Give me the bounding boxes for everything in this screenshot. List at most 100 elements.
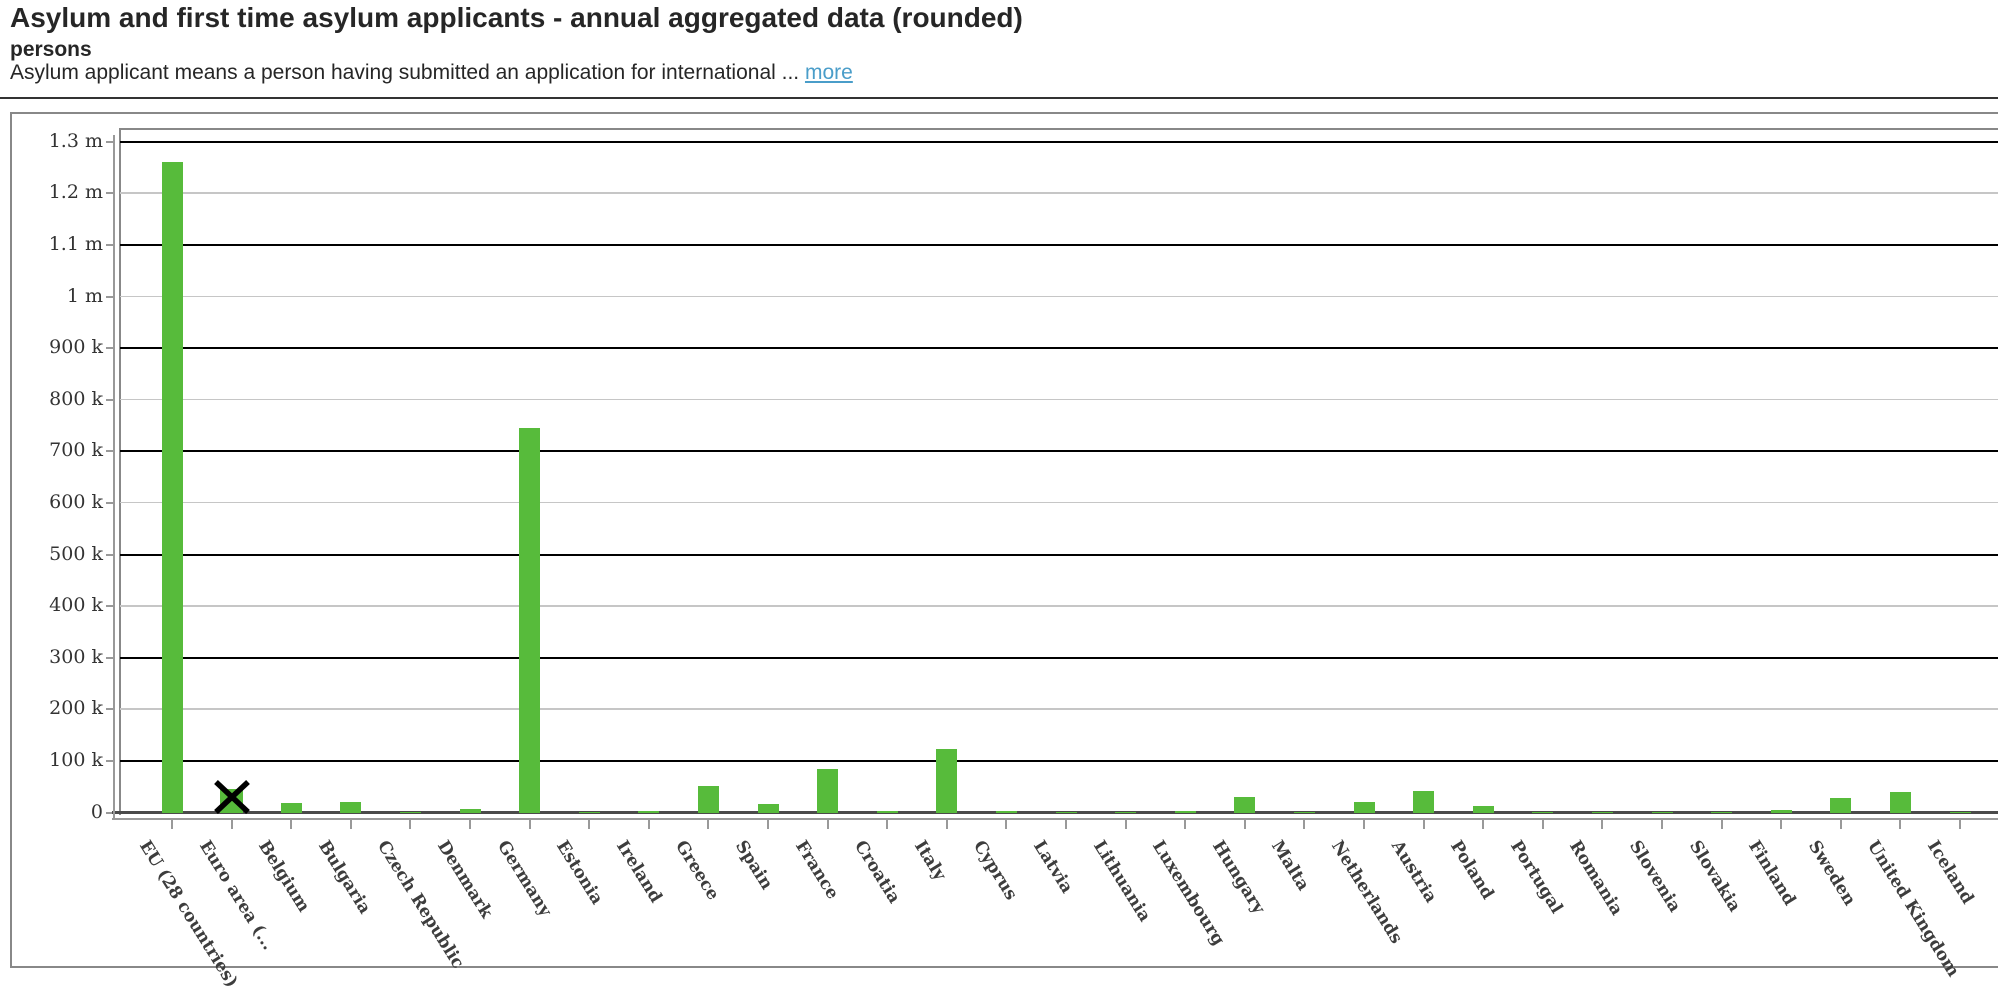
bar-luxembourg[interactable] — [1174, 811, 1196, 813]
x-axis-label-greece: Greece — [671, 837, 724, 904]
x-axis-tick — [707, 820, 710, 829]
bar-latvia[interactable] — [1055, 812, 1077, 813]
bar-malta[interactable] — [1293, 811, 1315, 813]
x-axis-label-cyprus: Cyprus — [969, 837, 1022, 904]
x-axis-tick — [826, 820, 829, 829]
gridline — [120, 605, 1998, 607]
x-axis-tick — [647, 820, 650, 829]
x-axis-tick — [588, 820, 591, 829]
more-link[interactable]: more — [804, 61, 853, 84]
gridline — [120, 708, 1998, 710]
gridline — [120, 243, 1998, 246]
x-axis-label-slovenia: Slovenia — [1625, 837, 1685, 916]
x-axis-tick — [528, 820, 531, 829]
bar-greece[interactable] — [697, 786, 719, 813]
y-axis-label: 1.2 m — [48, 181, 103, 204]
x-axis-tick — [171, 820, 173, 829]
y-axis-label: 900 k — [49, 336, 103, 359]
x-axis-tick — [1065, 820, 1067, 829]
x-axis-label-france: France — [790, 837, 843, 903]
bar-denmark[interactable] — [459, 809, 481, 813]
x-axis-tick — [1303, 820, 1306, 829]
y-axis-label: 500 k — [49, 542, 103, 565]
y-axis-label: 700 k — [49, 439, 103, 462]
gridline — [120, 656, 1998, 659]
bar-iceland[interactable] — [1949, 811, 1971, 813]
y-axis-tick — [106, 811, 114, 814]
bar-austria[interactable] — [1413, 790, 1435, 813]
y-axis-tick — [106, 605, 114, 608]
bar-france[interactable] — [817, 769, 839, 813]
x-axis-label-latvia: Latvia — [1029, 837, 1077, 897]
x-axis-tick — [767, 820, 769, 829]
x-axis-label-malta: Malta — [1267, 837, 1314, 895]
x-axis-tick — [230, 820, 233, 829]
bar-belgium[interactable] — [280, 803, 302, 813]
x-axis-label-hungary: Hungary — [1207, 837, 1269, 918]
y-axis-tick — [106, 708, 114, 711]
bar-finland[interactable] — [1770, 809, 1792, 813]
x-axis-label-ireland: Ireland — [611, 837, 666, 907]
y-axis-tick — [106, 501, 114, 504]
bar-germany[interactable] — [519, 428, 541, 813]
y-axis-label: 200 k — [49, 697, 103, 720]
bar-hungary[interactable] — [1234, 797, 1256, 813]
x-axis-label-finland: Finland — [1744, 837, 1800, 910]
x-axis-label-germany: Germany — [492, 837, 555, 921]
x-axis-tick — [1184, 820, 1187, 829]
bar-czech-republic[interactable] — [399, 811, 421, 813]
x-axis-label-estonia: Estonia — [552, 837, 608, 909]
page-subtitle-persons: persons — [10, 38, 92, 61]
x-axis-tick — [349, 820, 352, 829]
y-axis-label: 800 k — [49, 387, 103, 410]
bar-croatia[interactable] — [876, 811, 898, 813]
x-axis-tick — [1899, 820, 1902, 829]
bar-spain[interactable] — [757, 804, 779, 813]
gridline — [120, 501, 1998, 504]
x-axis-label-slovakia: Slovakia — [1684, 837, 1745, 916]
x-axis-tick — [1780, 820, 1783, 829]
bar-bulgaria[interactable] — [340, 802, 362, 813]
y-axis-tick — [106, 450, 114, 453]
bar-netherlands[interactable] — [1353, 801, 1375, 813]
y-axis-tick — [106, 140, 114, 143]
x-axis-tick — [1601, 820, 1604, 829]
bar-italy[interactable] — [936, 749, 958, 813]
y-axis-ruler — [113, 135, 115, 819]
bar-ireland[interactable] — [638, 811, 660, 813]
description-line: Asylum applicant means a person having s… — [10, 61, 853, 85]
x-axis-label-sweden: Sweden — [1803, 837, 1860, 910]
x-axis-label-spain: Spain — [731, 837, 777, 894]
x-axis-line — [112, 811, 1998, 814]
bar-estonia[interactable] — [578, 812, 600, 813]
x-axis-tick — [945, 820, 948, 829]
y-axis-label: 1 m — [66, 284, 103, 307]
bar-lithuania[interactable] — [1115, 812, 1137, 813]
bar-cyprus[interactable] — [995, 810, 1017, 813]
x-axis-label-denmark: Denmark — [433, 837, 497, 922]
x-axis-tick — [1839, 820, 1842, 829]
bar-portugal[interactable] — [1532, 811, 1554, 813]
x-axis-tick — [469, 820, 471, 829]
gridline — [120, 553, 1998, 556]
gridline — [120, 450, 1998, 453]
y-axis-tick — [106, 553, 114, 556]
x-axis-label-belgium: Belgium — [254, 837, 314, 916]
bar-sweden[interactable] — [1830, 797, 1852, 813]
x-axis-label-poland: Poland — [1446, 837, 1498, 904]
gridline — [120, 140, 1998, 143]
bar-united-kingdom[interactable] — [1889, 792, 1911, 813]
x-axis-label-portugal: Portugal — [1505, 837, 1567, 918]
bar-romania[interactable] — [1591, 811, 1613, 813]
x-axis-tick — [1541, 820, 1544, 829]
x-axis-tick — [1005, 820, 1008, 829]
description-text: Asylum applicant means a person having s… — [10, 61, 805, 84]
bar-poland[interactable] — [1472, 806, 1494, 813]
gridline — [120, 398, 1998, 401]
bar-eu-28-countries[interactable] — [161, 162, 183, 813]
bar-slovenia[interactable] — [1651, 811, 1673, 813]
bar-slovakia[interactable] — [1711, 812, 1733, 813]
gridline — [120, 295, 1998, 297]
x-axis-tick — [290, 820, 293, 829]
chart-container — [10, 112, 1998, 968]
